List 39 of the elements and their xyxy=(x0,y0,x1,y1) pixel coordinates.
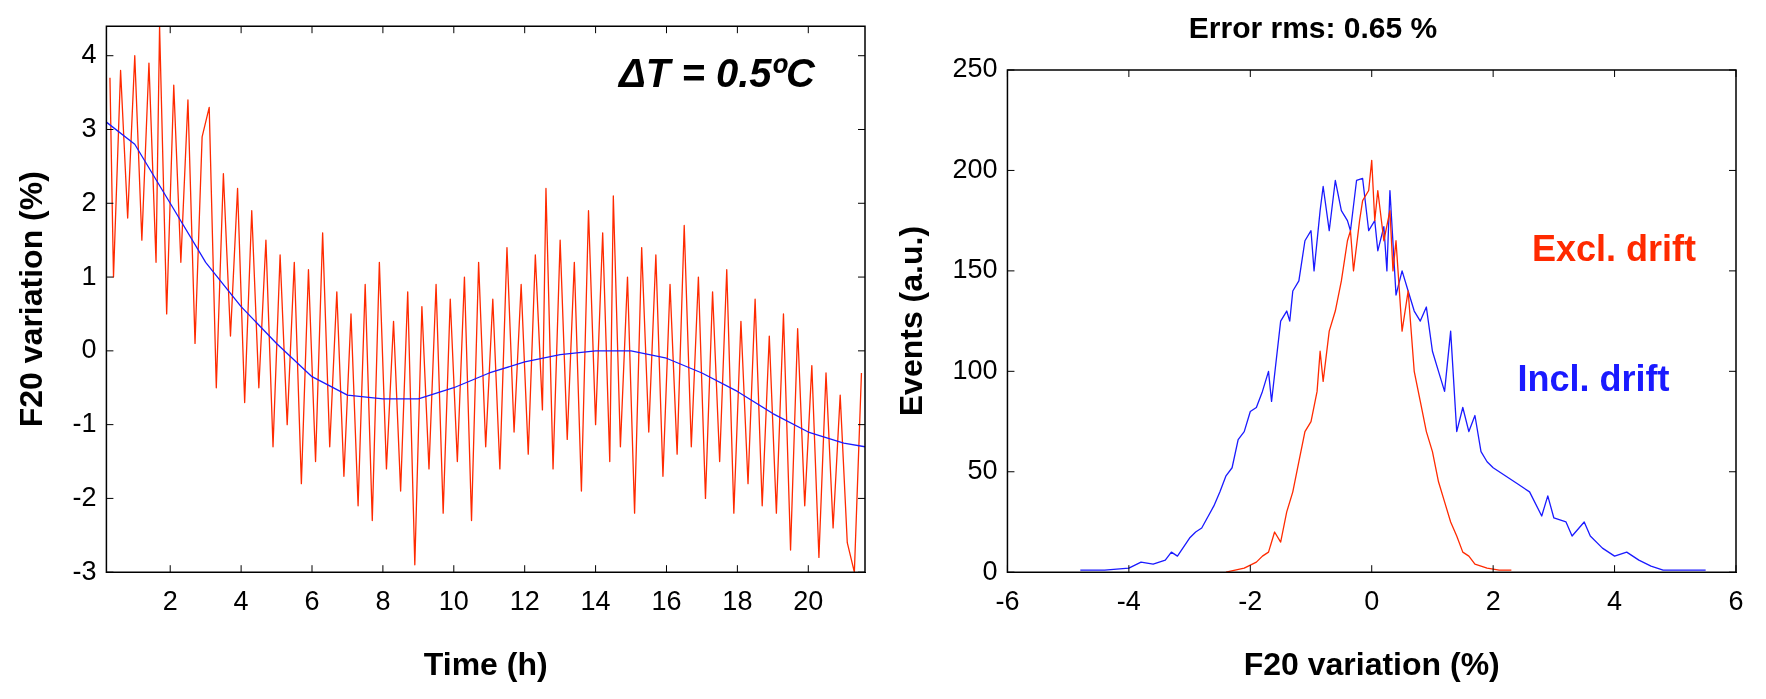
x-tick-label: 14 xyxy=(580,585,611,616)
x-tick-label: 12 xyxy=(509,585,540,616)
y-tick-label: 50 xyxy=(967,455,998,486)
x-tick-label: 4 xyxy=(1607,585,1623,616)
x-tick-label: 4 xyxy=(233,585,249,616)
y-tick-label: 150 xyxy=(952,254,998,285)
y-tick-label: 250 xyxy=(952,53,998,84)
series-label: Incl. drift xyxy=(1517,358,1670,400)
x-tick-label: 2 xyxy=(1485,585,1501,616)
x-axis-title: Time (h) xyxy=(423,645,548,682)
text: Excl. drift xyxy=(1532,227,1697,269)
x-tick-label: 18 xyxy=(722,585,753,616)
x-tick-label: -6 xyxy=(995,585,1020,616)
annotation: ΔT = 0.5ºC xyxy=(617,51,817,96)
x-tick-label: 8 xyxy=(375,585,391,616)
x-tick-label: 20 xyxy=(793,585,824,616)
x-tick-label: 10 xyxy=(438,585,469,616)
x-tick-label: 6 xyxy=(1728,585,1744,616)
y-axis-title: Events (a.u.) xyxy=(893,225,930,417)
x-tick-label: 0 xyxy=(1364,585,1380,616)
y-tick-label: 1 xyxy=(81,260,97,291)
x-axis-title: F20 variation (%) xyxy=(1243,645,1500,682)
y-axis-title: F20 variation (%) xyxy=(13,171,50,428)
y-tick-label: 0 xyxy=(982,555,998,586)
y-tick-label: 200 xyxy=(952,153,998,184)
y-tick-label: 4 xyxy=(81,39,97,70)
y-tick-label: 0 xyxy=(81,334,97,365)
x-tick-label: 6 xyxy=(304,585,320,616)
y-tick-label: -2 xyxy=(72,481,97,512)
x-tick-label: 16 xyxy=(651,585,682,616)
x-tick-label: -4 xyxy=(1116,585,1141,616)
y-tick-label: 3 xyxy=(81,112,97,143)
y-tick-label: 2 xyxy=(81,186,97,217)
y-tick-label: -3 xyxy=(72,555,97,586)
chart-title: Error rms: 0.65 % xyxy=(1188,11,1438,45)
x-tick-label: 2 xyxy=(162,585,178,616)
x-tick-label: -2 xyxy=(1238,585,1263,616)
y-tick-label: -1 xyxy=(72,408,97,439)
y-tick-label: 100 xyxy=(952,354,998,385)
